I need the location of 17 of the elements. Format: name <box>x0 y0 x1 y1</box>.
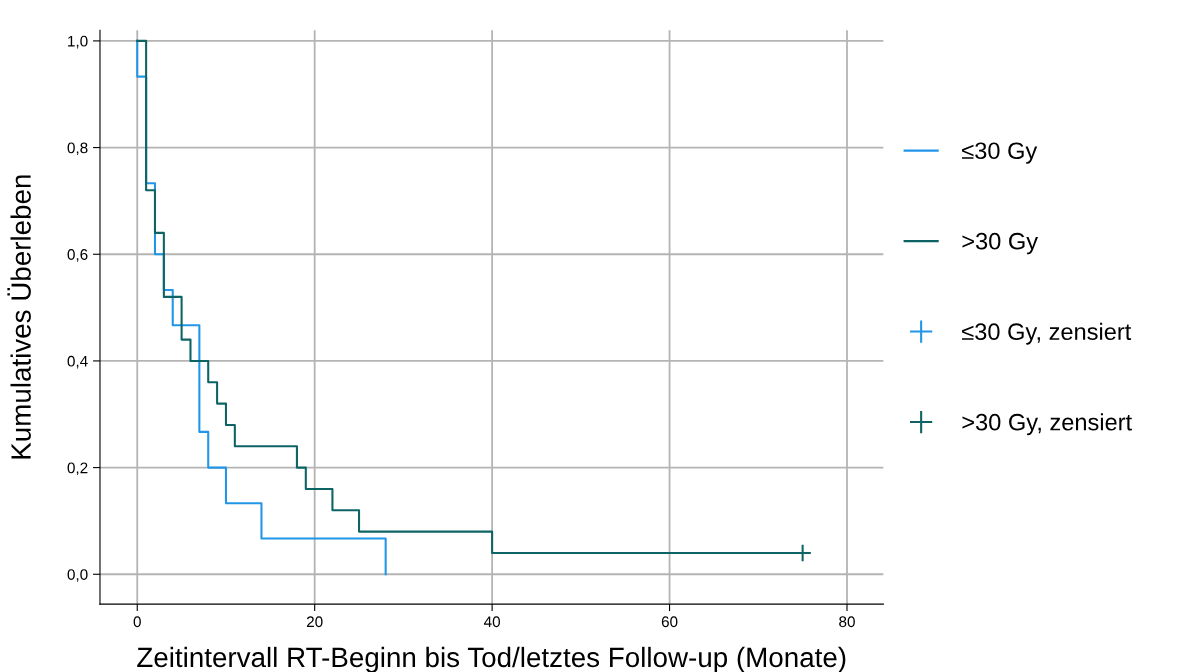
x-tick-label: 80 <box>839 616 855 628</box>
y-axis-title: Kumulatives Überleben <box>7 175 31 459</box>
x-tick-label: 40 <box>483 616 501 628</box>
legend-label: ≤30 Gy <box>962 142 1038 164</box>
x-tick-label: 60 <box>661 616 678 628</box>
legend-label: >30 Gy <box>962 232 1039 255</box>
y-tick-label: 1,0 <box>68 35 88 49</box>
y-tick-label: 0,2 <box>67 462 88 476</box>
x-tick-label: 0 <box>133 616 141 628</box>
y-tick-label: 0,4 <box>67 355 88 369</box>
x-tick-label: 20 <box>306 616 323 628</box>
y-tick-label: 0,0 <box>67 569 88 582</box>
y-tick-label: 0,8 <box>67 142 88 156</box>
legend-label: ≤30 Gy, zensiert <box>962 322 1132 345</box>
x-axis-title: Zeitintervall RT-Beginn bis Tod/letztes Follow-up (Monate) <box>137 646 846 672</box>
legend-label: >30 Gy, zensiert <box>962 413 1132 436</box>
y-tick-label: 0,6 <box>67 249 88 262</box>
